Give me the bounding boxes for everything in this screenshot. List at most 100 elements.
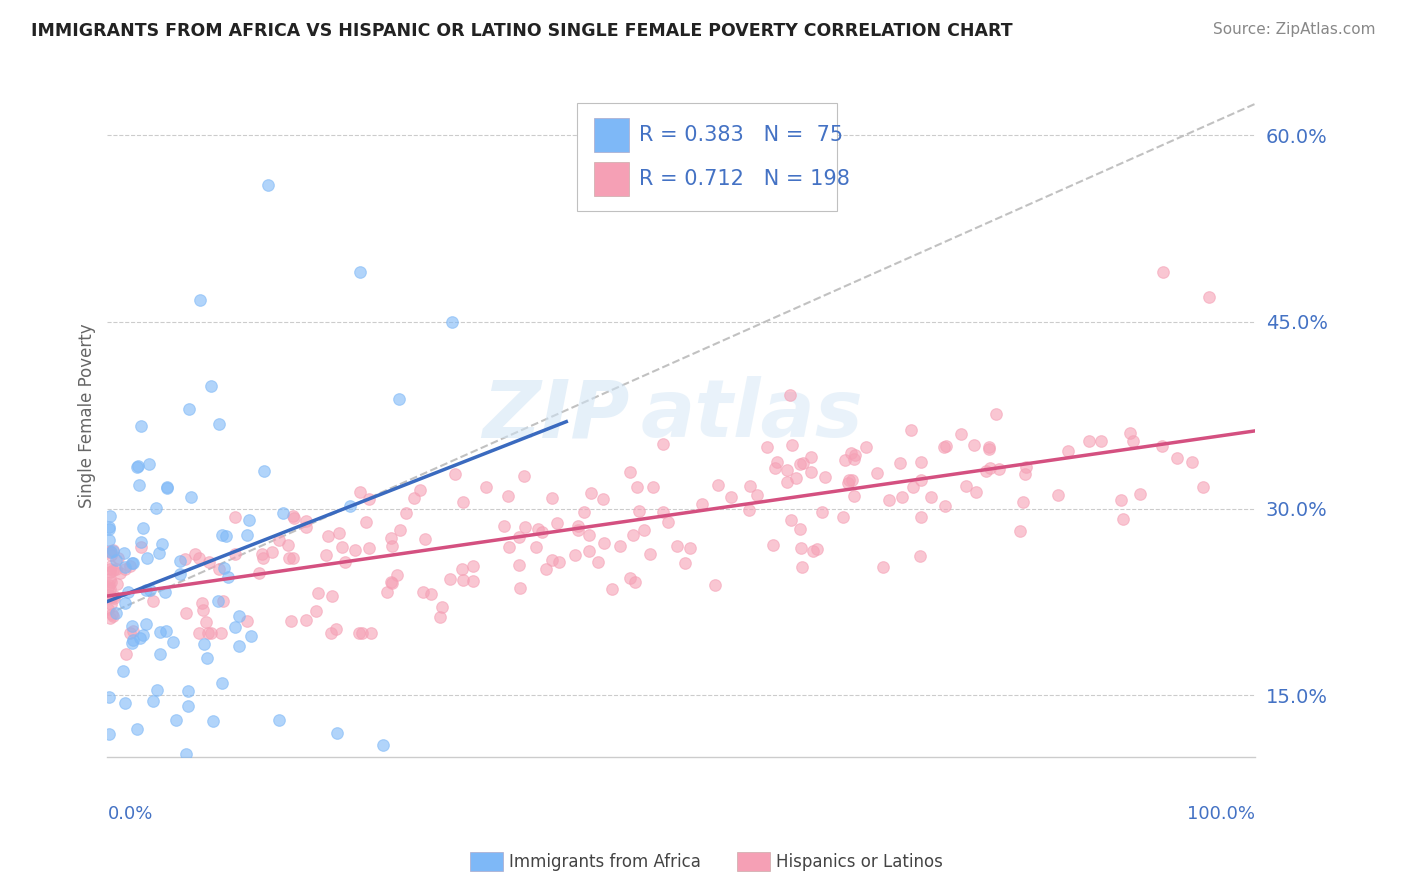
Point [513,469,536,483]
Point [98,578,121,592]
Point [333,555,356,569]
Point [307,586,329,600]
Point [780,437,803,451]
Point [122,557,145,571]
Point [755,441,778,455]
Point [139,583,162,598]
Point [766,455,789,469]
Point [775,475,797,489]
Point [149,624,172,639]
Point [228,609,250,624]
Point [844,489,866,503]
Point [97,727,120,741]
Point [349,265,371,279]
Point [127,459,149,474]
Point [145,500,167,515]
Point [165,713,187,727]
Point [200,626,222,640]
Point [1122,434,1144,449]
Point [354,516,377,530]
Point [98,588,121,602]
Text: Hispanics or Latinos: Hispanics or Latinos [776,853,943,871]
Point [785,470,807,484]
Point [304,604,326,618]
Point [180,490,202,504]
Point [540,553,562,567]
Point [453,495,475,509]
Point [224,509,246,524]
Point [187,626,209,640]
Point [381,539,404,553]
Point [339,499,361,513]
Point [239,629,262,643]
Point [866,466,889,480]
Point [720,490,742,504]
Y-axis label: Single Female Poverty: Single Female Poverty [79,323,96,508]
Point [900,423,922,437]
Point [131,628,153,642]
Point [432,600,454,615]
Point [142,594,165,608]
Point [920,490,942,504]
Point [191,603,214,617]
Point [100,590,122,604]
Point [98,545,121,559]
Point [1181,455,1204,469]
Point [278,550,301,565]
Text: ZIP: ZIP [482,376,630,454]
Point [135,617,157,632]
Point [111,664,134,678]
Point [114,696,136,710]
Point [934,499,956,513]
Point [837,473,859,487]
Point [536,562,558,576]
Point [963,438,986,452]
Point [321,589,343,603]
Point [439,573,461,587]
Point [643,479,665,493]
Point [1047,488,1070,502]
Point [238,513,260,527]
Point [195,615,218,629]
Point [208,417,231,431]
Point [98,610,121,624]
Point [837,476,859,491]
Point [103,590,125,604]
Point [1111,493,1133,508]
Point [910,509,932,524]
Point [122,624,145,639]
Point [184,547,207,561]
Point [375,584,398,599]
Point [135,582,157,597]
Point [105,576,128,591]
Point [567,523,589,537]
Point [891,491,914,505]
Point [114,562,136,576]
Point [811,506,834,520]
Point [402,491,425,505]
Point [107,550,129,565]
Point [357,492,380,507]
Point [673,556,696,570]
Point [343,542,366,557]
Point [498,540,520,554]
Point [1057,444,1080,458]
Point [217,570,239,584]
Point [112,546,135,560]
Text: atlas: atlas [641,376,863,454]
Point [100,559,122,574]
Text: Immigrants from Africa: Immigrants from Africa [509,853,700,871]
Point [806,542,828,557]
Point [790,541,813,555]
Point [621,527,644,541]
Point [155,624,177,638]
Point [169,553,191,567]
Point [101,563,124,577]
Point [319,626,342,640]
Point [114,596,136,610]
Point [935,439,957,453]
Point [789,523,811,537]
Point [195,650,218,665]
Point [420,587,443,601]
Point [283,551,305,566]
